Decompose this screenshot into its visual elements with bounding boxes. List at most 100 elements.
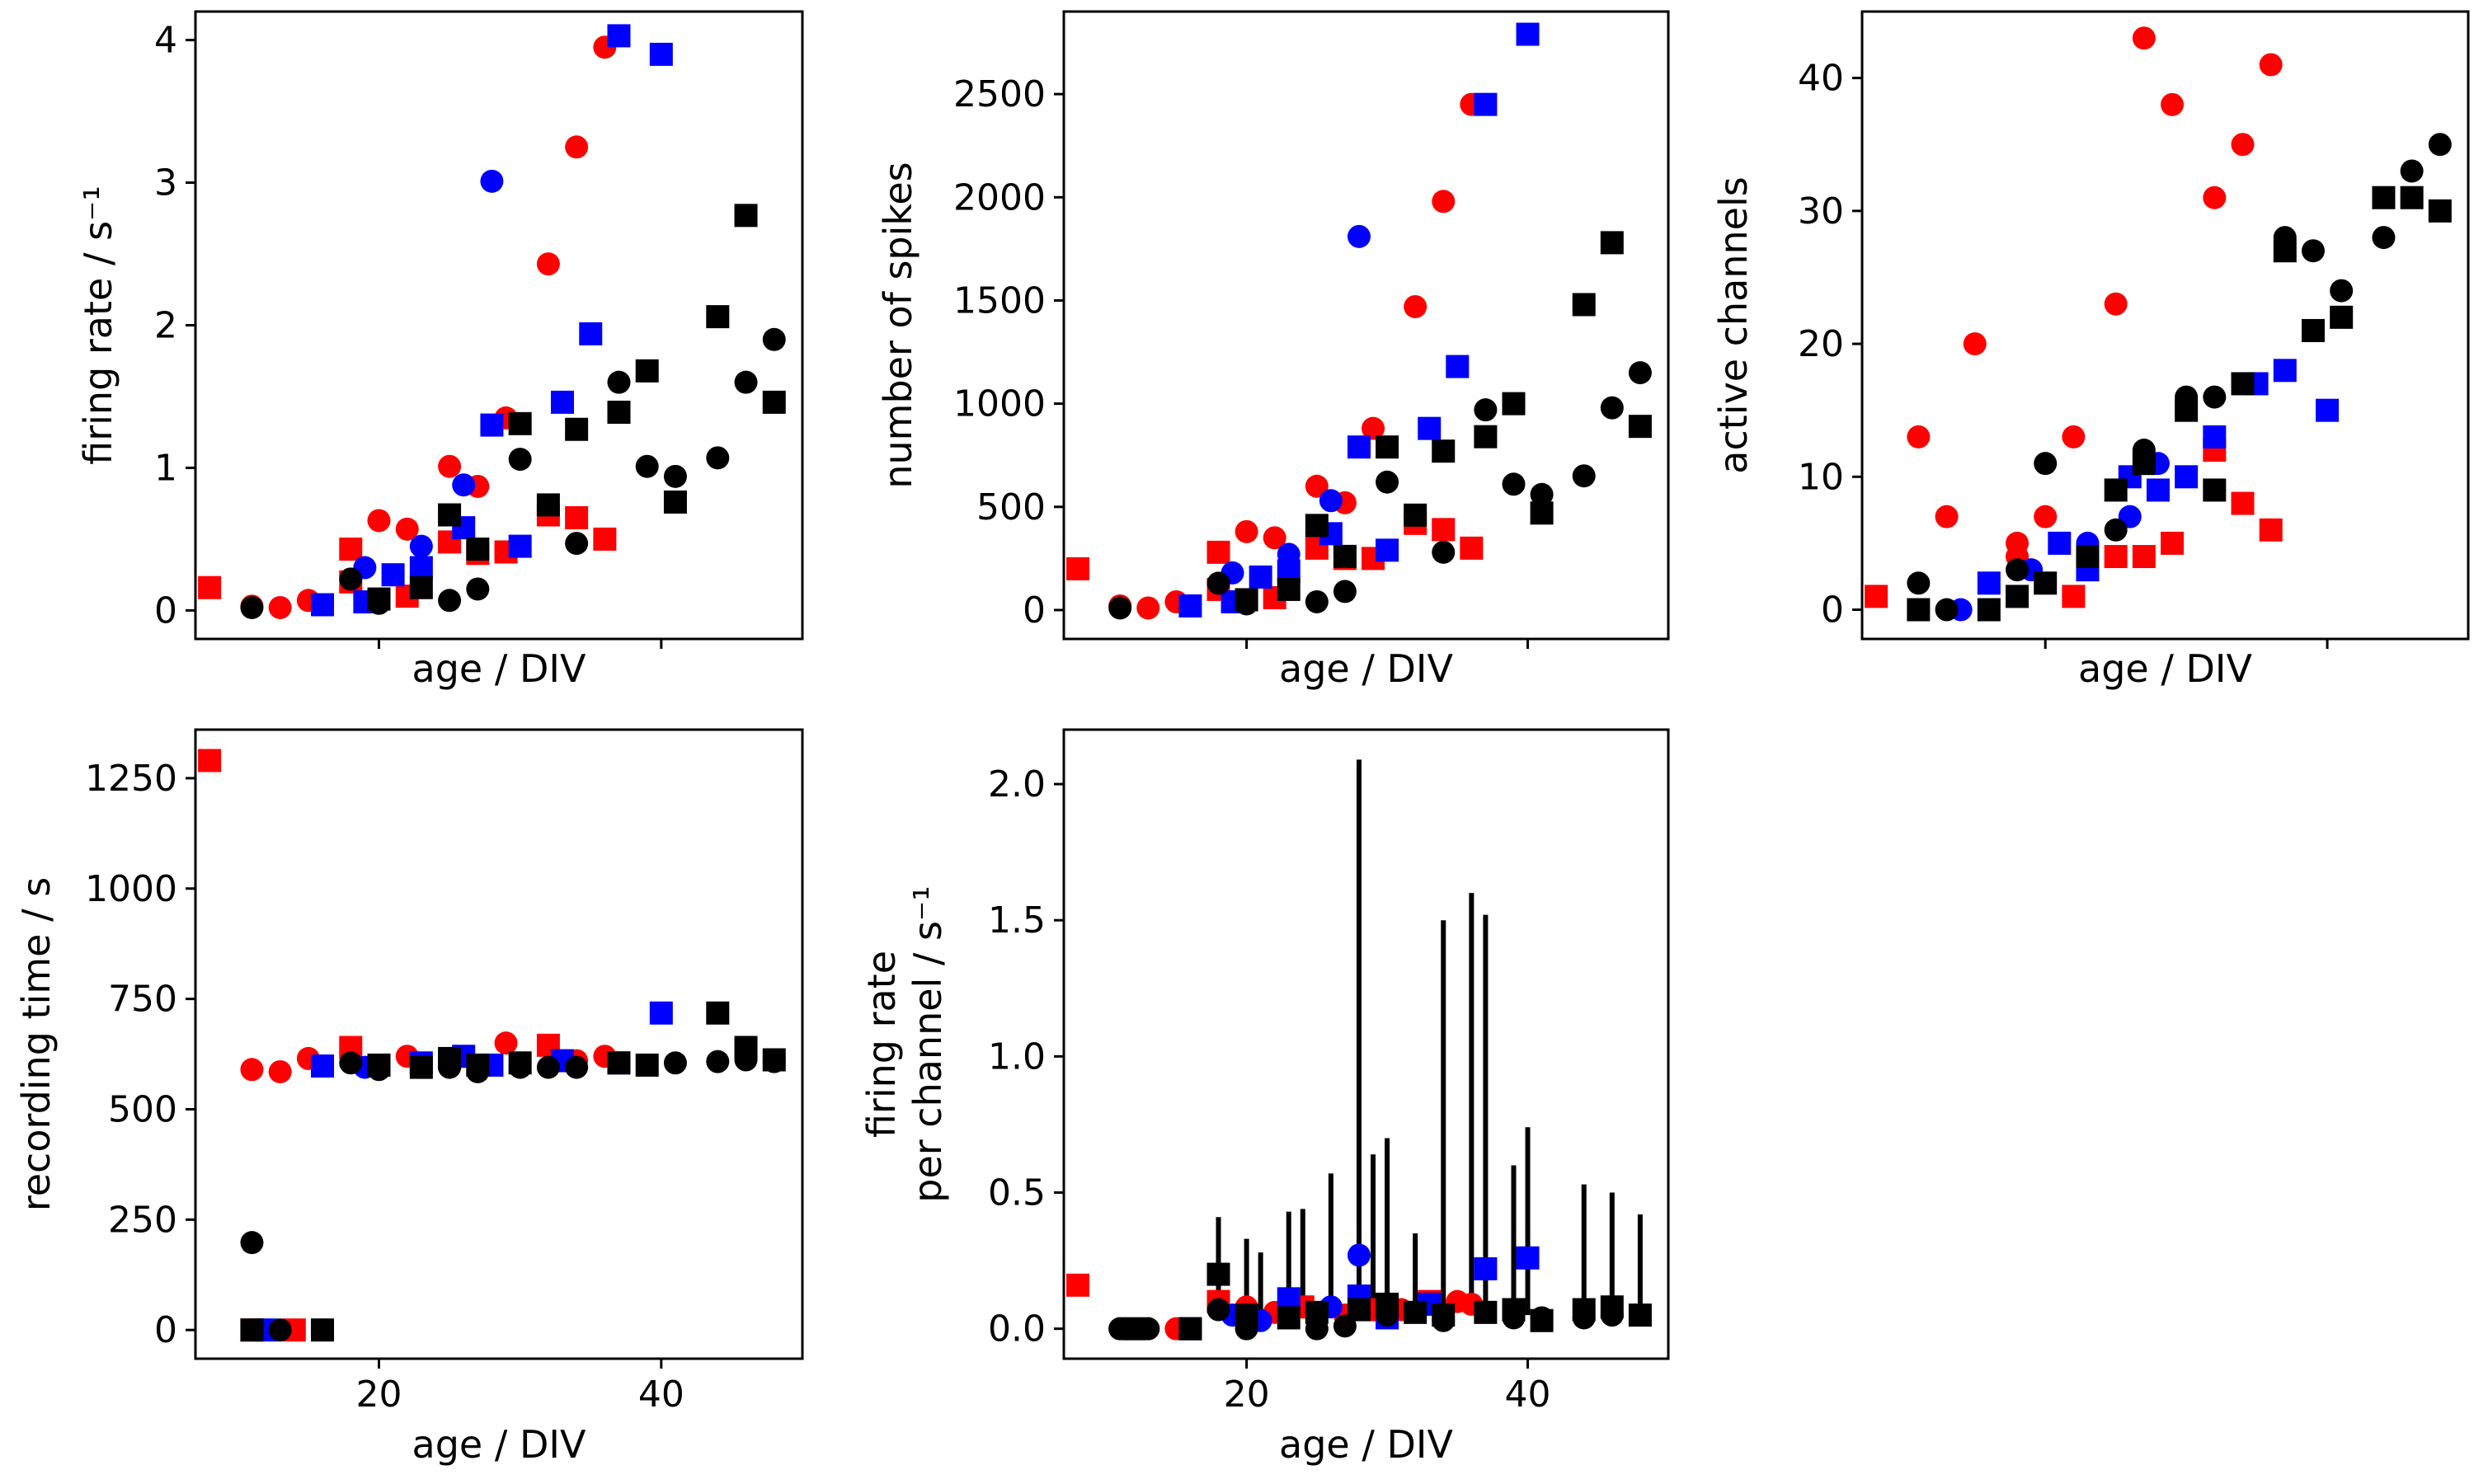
data-point-square [762, 1048, 786, 1072]
data-point-square [649, 1001, 673, 1025]
data-point-square [1206, 1262, 1230, 1286]
data-point-square [2132, 452, 2156, 476]
data-point-square [1432, 1303, 1456, 1327]
data-point-circle [2400, 159, 2424, 183]
data-point-square [2316, 398, 2340, 422]
data-point-circle [1362, 416, 1385, 440]
data-point-square [1572, 1298, 1596, 1322]
data-point-square [536, 493, 560, 517]
data-point-square [1628, 1303, 1652, 1327]
data-point-circle [1935, 598, 1959, 622]
data-point-square [311, 1318, 335, 1342]
data-point-square [579, 322, 603, 345]
data-point-square [339, 538, 363, 561]
x-tick-label: 40 [1505, 1374, 1551, 1416]
data-point-square [409, 1055, 433, 1079]
y-tick-label: 2.0 [988, 763, 1046, 805]
data-point-square [1865, 585, 1888, 608]
data-point-circle [466, 577, 490, 601]
data-point-square [1178, 1317, 1202, 1341]
data-point-square [1235, 1303, 1258, 1327]
data-point-square [565, 505, 589, 529]
data-point-square [1305, 514, 1329, 538]
data-point-circle [367, 509, 391, 533]
data-point-circle [438, 454, 462, 478]
data-point-circle [1206, 1298, 1230, 1322]
data-point-square [1502, 1298, 1526, 1322]
data-point-square [663, 490, 687, 514]
data-point-circle [1432, 540, 1456, 564]
data-point-circle [734, 370, 758, 394]
data-point-circle [2203, 385, 2227, 409]
data-point-square [2203, 478, 2227, 502]
data-point-circle [2203, 186, 2227, 209]
data-point-circle [1136, 1317, 1160, 1341]
data-point-circle [1628, 361, 1652, 385]
y-tick-label: 1.5 [988, 899, 1046, 942]
y-tick-label: 1000 [953, 383, 1046, 425]
data-point-square [607, 1051, 631, 1075]
data-point-circle [2259, 53, 2283, 77]
data-point-circle [1963, 332, 1987, 356]
data-point-square [1516, 1246, 1540, 1270]
data-point-circle [706, 446, 730, 470]
chart-firing_rate: 0 1 2 3 4 age / DIV firing rate / s⁻¹ [76, 10, 804, 691]
data-point-square [508, 534, 532, 558]
data-point-square [1404, 503, 1427, 527]
data-point-circle [268, 595, 292, 619]
data-point-circle [536, 252, 560, 276]
data-point-circle [1305, 474, 1329, 498]
data-point-circle [565, 1055, 589, 1079]
data-point-square [607, 401, 631, 425]
data-point-square [1474, 92, 1498, 116]
data-point-circle [1136, 596, 1160, 620]
data-point-square [593, 527, 617, 551]
data-point-square [409, 556, 433, 580]
data-point-circle [2104, 518, 2128, 542]
data-point-circle [1235, 592, 1258, 616]
data-point-square [1178, 594, 1202, 618]
data-point-square [2231, 372, 2255, 396]
data-point-square [649, 42, 673, 66]
y-axis-label: recording time / s [14, 877, 59, 1211]
data-point-circle [2132, 26, 2156, 50]
data-point-square [607, 24, 631, 48]
x-axis-label: age / DIV [1279, 1422, 1453, 1467]
data-point-circle [1376, 1303, 1399, 1327]
plot-frame [1062, 728, 1670, 1360]
data-point-circle [706, 1050, 730, 1073]
data-point-square [1474, 1257, 1498, 1280]
data-point-circle [508, 448, 532, 472]
data-point-square [2161, 531, 2185, 555]
y-tick-label: 1000 [85, 868, 177, 910]
data-point-square [2146, 478, 2170, 502]
data-point-square [1530, 1308, 1554, 1332]
y-tick-label: 500 [976, 486, 1046, 528]
data-point-square [1628, 415, 1652, 439]
data-point-circle [409, 534, 433, 558]
chart-number_of_spikes: 0 500 1000 1500 2000 2500 age / DIV number of s… [876, 10, 1670, 691]
plot-frame [194, 728, 804, 1360]
data-point-circle [1600, 396, 1624, 420]
data-point-square [2132, 545, 2156, 569]
data-point-circle [1319, 489, 1343, 513]
data-point-square [2062, 585, 2086, 608]
data-point-circle [635, 454, 659, 478]
data-point-circle [240, 1231, 264, 1255]
y-tick-label: 2 [154, 305, 177, 347]
data-point-circle [2006, 558, 2030, 582]
data-point-square [2273, 359, 2297, 383]
data-point-square [1432, 439, 1456, 463]
data-point-circle [762, 327, 786, 351]
plot-frame [1062, 10, 1670, 641]
data-point-circle [2301, 239, 2325, 263]
y-tick-label: 4 [154, 20, 177, 62]
data-point-square [551, 390, 575, 414]
y-tick-label: 250 [108, 1199, 177, 1241]
data-point-square [1474, 1300, 1498, 1324]
data-point-square [198, 575, 222, 599]
data-point-square [1977, 571, 2001, 595]
data-point-square [466, 1053, 490, 1077]
data-point-square [409, 575, 433, 599]
data-point-circle [1347, 1243, 1371, 1267]
